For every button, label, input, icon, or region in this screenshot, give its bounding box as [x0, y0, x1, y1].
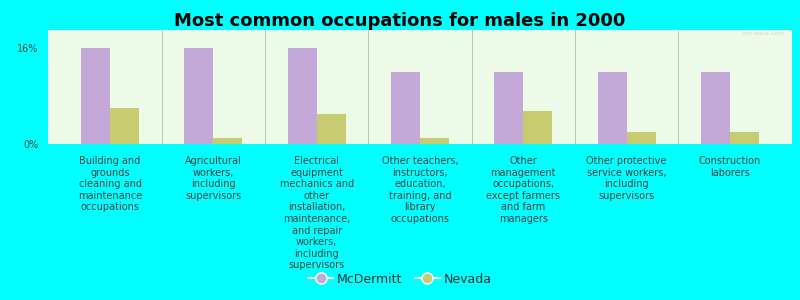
- Text: Most common occupations for males in 2000: Most common occupations for males in 200…: [174, 12, 626, 30]
- Text: Building and
grounds
cleaning and
maintenance
occupations: Building and grounds cleaning and mainte…: [78, 156, 142, 212]
- Bar: [81, 48, 110, 144]
- Bar: [391, 72, 420, 144]
- Text: Electrical
equipment
mechanics and
other
installation,
maintenance,
and repair
w: Electrical equipment mechanics and other…: [280, 156, 354, 270]
- Bar: [110, 108, 139, 144]
- Bar: [420, 138, 449, 144]
- Bar: [701, 72, 730, 144]
- Legend: McDermitt, Nevada: McDermitt, Nevada: [303, 268, 497, 291]
- Bar: [317, 114, 346, 144]
- Text: Other
management
occupations,
except farmers
and farm
managers: Other management occupations, except far…: [486, 156, 560, 224]
- Bar: [626, 132, 656, 144]
- Bar: [523, 111, 552, 144]
- Bar: [214, 138, 242, 144]
- Bar: [598, 72, 626, 144]
- Text: Construction
laborers: Construction laborers: [699, 156, 761, 178]
- Text: city-data.com: city-data.com: [741, 31, 785, 36]
- Text: Agricultural
workers,
including
supervisors: Agricultural workers, including supervis…: [185, 156, 242, 201]
- Bar: [184, 48, 214, 144]
- Bar: [730, 132, 759, 144]
- Bar: [494, 72, 523, 144]
- Text: Other teachers,
instructors,
education,
training, and
library
occupations: Other teachers, instructors, education, …: [382, 156, 458, 224]
- Bar: [288, 48, 317, 144]
- Text: Other protective
service workers,
including
supervisors: Other protective service workers, includ…: [586, 156, 667, 201]
